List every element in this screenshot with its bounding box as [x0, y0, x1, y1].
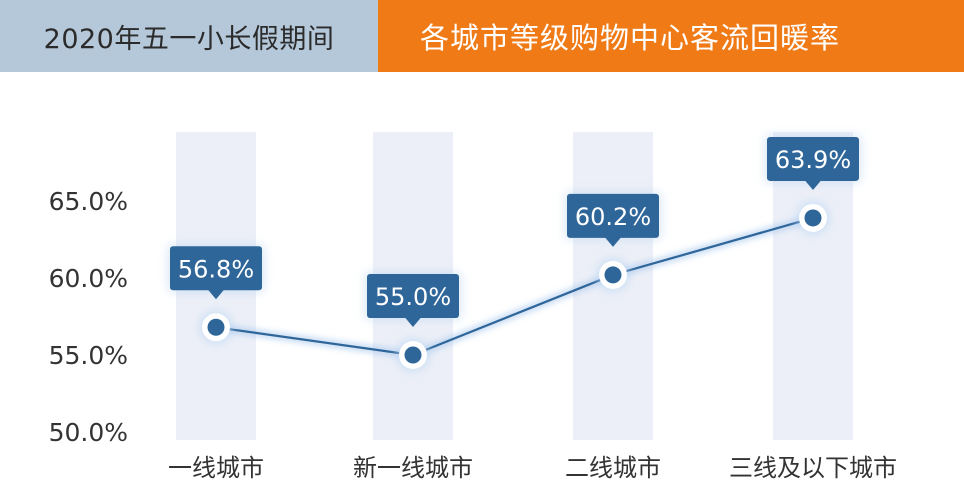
- value-callout-pointer: [405, 317, 421, 327]
- x-tick-label: 三线及以下城市: [729, 454, 897, 482]
- data-label: 63.9%: [775, 146, 851, 174]
- value-callout-box: [170, 246, 262, 291]
- data-label: 60.2%: [575, 203, 651, 231]
- y-tick-label: 55.0%: [49, 341, 128, 370]
- y-tick-label: 50.0%: [49, 418, 128, 447]
- x-tick-label: 新一线城市: [353, 454, 473, 482]
- data-point-1: [207, 318, 225, 336]
- x-tick-label: 一线城市: [168, 454, 264, 482]
- value-callout-box: [767, 136, 859, 181]
- value-callout: 63.9%: [765, 134, 861, 190]
- value-callout-pointer: [605, 237, 621, 247]
- series-line-segment: [215, 326, 414, 357]
- series-line-segment: [612, 216, 814, 276]
- x-tick-label: 二线城市: [565, 454, 661, 482]
- data-label: 55.0%: [375, 283, 451, 311]
- line-chart: 50.0% 55.0% 60.0% 65.0% 56.8% 55.0% 60.2% 63.9…: [49, 132, 897, 482]
- series-line-segment: [412, 273, 614, 357]
- data-label: 56.8%: [178, 255, 254, 283]
- value-callout: 55.0%: [365, 272, 461, 327]
- value-callout-pointer: [208, 289, 224, 300]
- data-point-4: [804, 209, 822, 227]
- data-point-2: [404, 346, 422, 364]
- y-tick-label: 60.0%: [49, 264, 128, 293]
- data-point-3: [604, 266, 622, 284]
- value-callout-box: [367, 274, 459, 318]
- header-left-title: 2020年五一小长假期间: [0, 0, 378, 72]
- y-tick-label: 65.0%: [49, 187, 128, 216]
- header-right-title: 各城市等级购物中心客流回暖率: [378, 0, 964, 72]
- value-callout: 60.2%: [565, 191, 661, 247]
- value-callout-box: [567, 193, 659, 238]
- value-callout-pointer: [805, 180, 821, 190]
- value-callout: 56.8%: [168, 244, 264, 300]
